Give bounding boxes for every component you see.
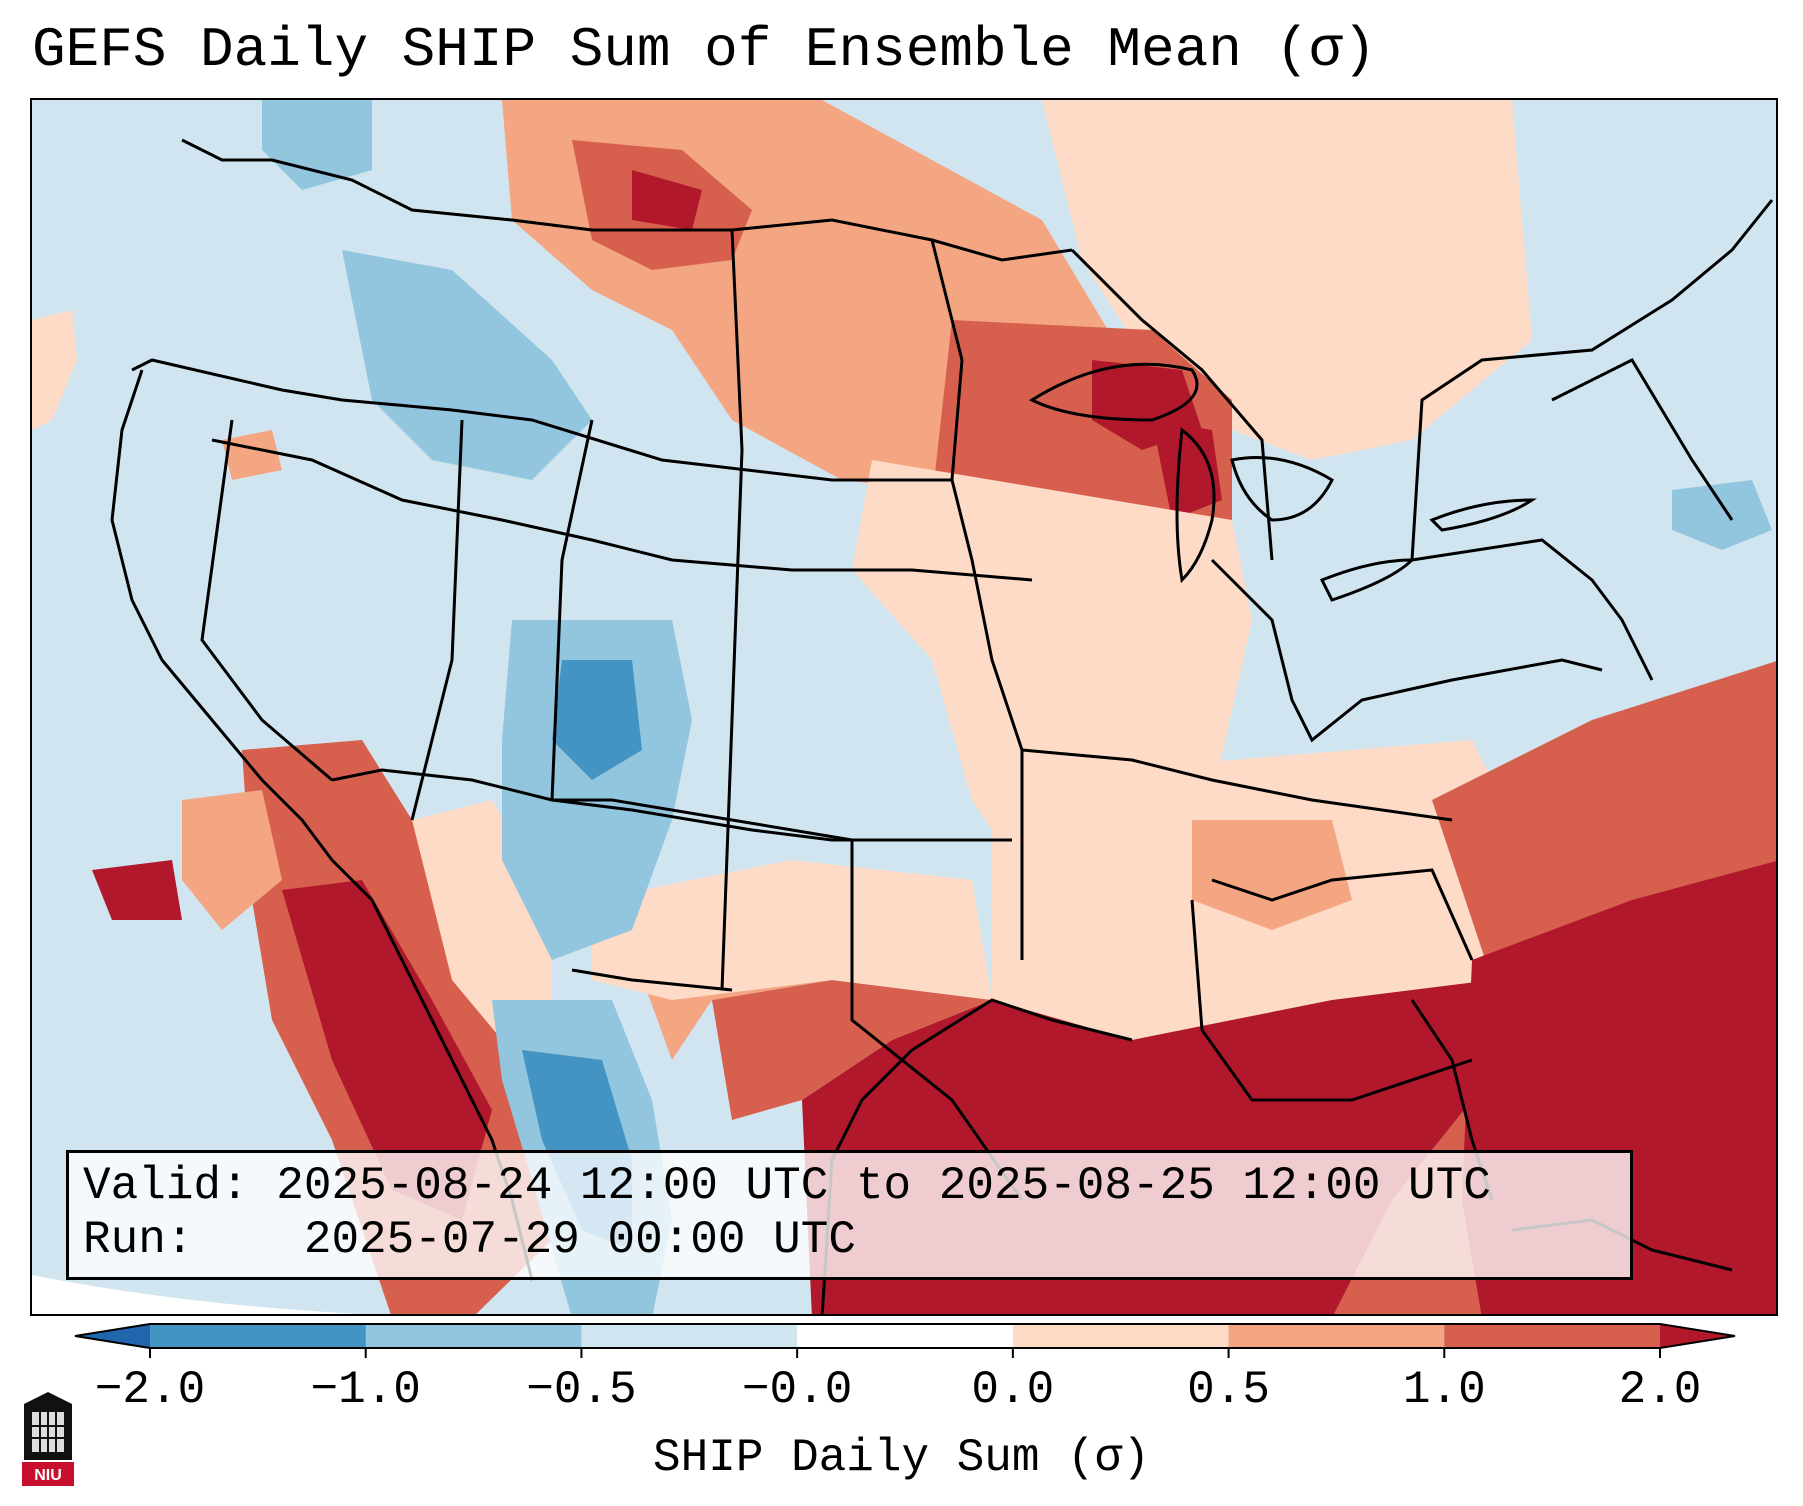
colorbar-tick-label: −0.0 [741, 1364, 853, 1416]
colorbar-tick-label: −0.5 [526, 1364, 637, 1416]
colorbar-tick-label: 1.0 [1402, 1364, 1486, 1416]
colorbar-tick-label: 0.5 [1187, 1364, 1270, 1416]
colorbar [74, 1323, 1736, 1358]
run-value: 2025-07-29 00:00 UTC [303, 1214, 856, 1266]
map-panel [30, 98, 1778, 1316]
colorbar-segment [581, 1324, 798, 1348]
colorbar-segment [797, 1324, 1014, 1348]
colorbar-segment [1228, 1324, 1445, 1348]
out-of-domain-area [32, 1275, 360, 1314]
map-canvas [32, 100, 1776, 1314]
colorbar-segment [150, 1324, 367, 1348]
colorbar-segment [1444, 1324, 1661, 1348]
logo-text: NIU [34, 1467, 62, 1484]
valid-label: Valid: [83, 1160, 249, 1212]
colorbar-tick-label: 2.0 [1618, 1364, 1702, 1416]
colorbar-extend-high [1660, 1324, 1735, 1348]
colorbar-tick-label: −2.0 [94, 1364, 206, 1416]
colorbar-segment [365, 1324, 582, 1348]
colorbar-tick-label: −1.0 [310, 1364, 421, 1416]
colorbar-tick-label: 0.0 [971, 1364, 1055, 1416]
validity-info-box: Valid: 2025-08-24 12:00 UTC to 2025-08-2… [66, 1150, 1633, 1280]
figure-title: GEFS Daily SHIP Sum of Ensemble Mean (σ) [32, 18, 1377, 82]
run-label: Run: [83, 1214, 194, 1266]
colorbar-segment [1012, 1324, 1230, 1348]
colorbar-extend-low [75, 1324, 150, 1348]
colorbar-label: SHIP Daily Sum (σ) [653, 1432, 1150, 1484]
anomaly-field [32, 100, 1776, 1314]
valid-value: 2025-08-24 12:00 UTC to 2025-08-25 12:00… [276, 1160, 1491, 1212]
great-lakes [1028, 362, 1537, 602]
niu-logo: NIU [22, 1392, 74, 1486]
